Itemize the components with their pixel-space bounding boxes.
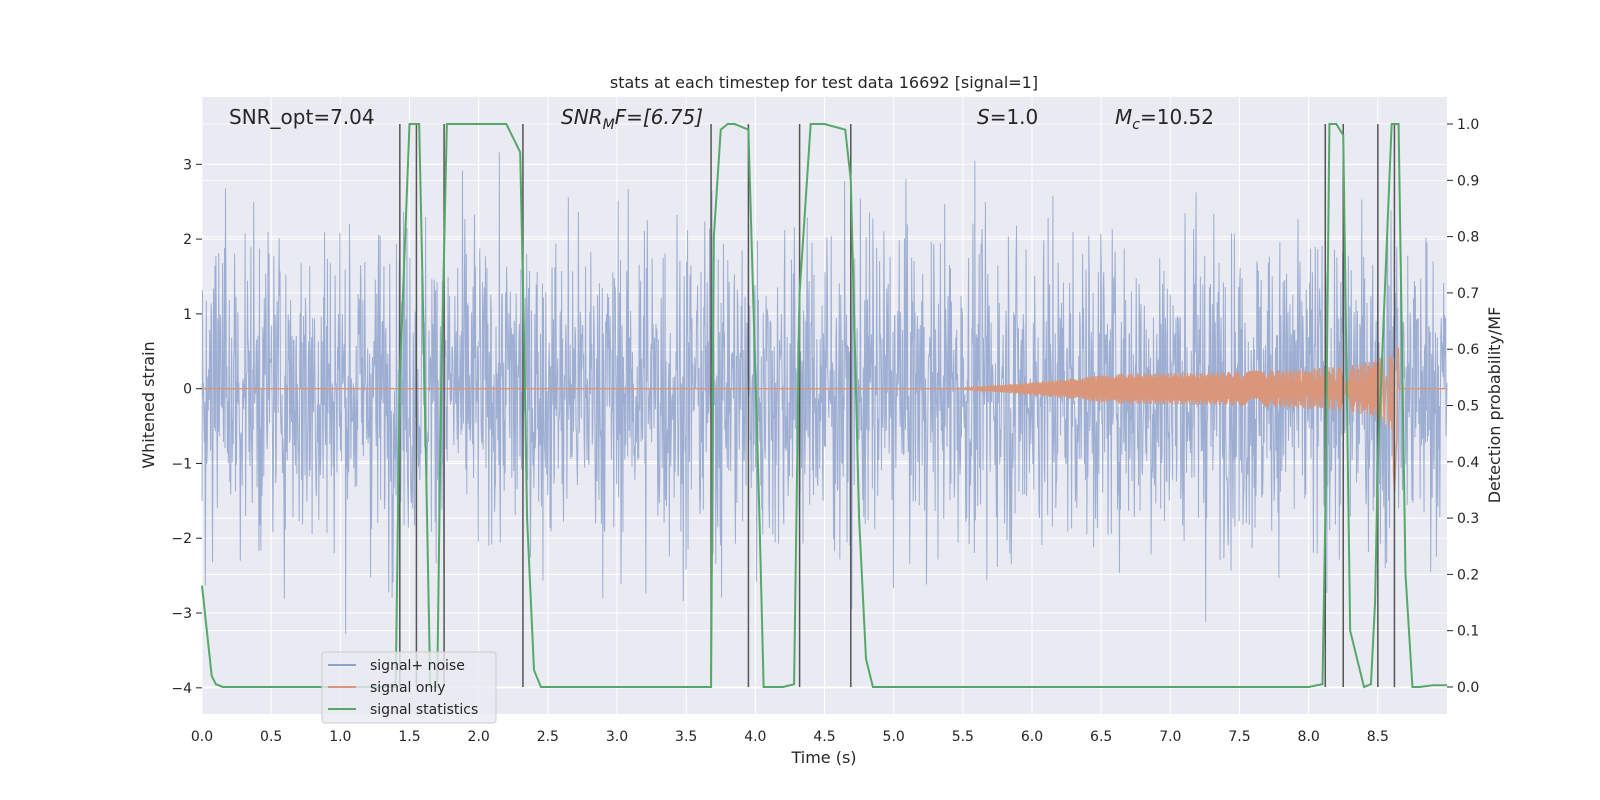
legend-label-stats: signal statistics [370,702,478,718]
statistics-series [201,123,1447,689]
y-axis-right-label: Detection probability/MF [1485,307,1504,504]
legend-label-signal: signal only [370,680,445,696]
y-right-tick-labels: 1.0 0.9 0.8 0.7 0.6 0.5 0.4 0.3 0.2 0.1 0.0 [1447,117,1479,696]
y-left-tick-label: −2 [171,531,192,547]
y-left-tick-label: −4 [171,681,192,697]
x-tick-label: 8.0 [1298,729,1320,745]
y-right-tick-label: 0.3 [1457,511,1479,527]
chirp-line [202,347,1447,494]
y-left-tick-label: 0 [183,382,192,398]
annotation-snr-mf-rest: F=[6.75] [615,105,703,129]
y-left-tick-label: 2 [183,232,192,248]
chart-title: stats at each timestep for test data 166… [610,73,1038,92]
y-right-tick-label: 0.8 [1457,230,1479,246]
x-tick-label: 4.0 [744,729,766,745]
legend: signal+ noise signal only signal statist… [321,651,497,724]
annotation-mc: Mc=10.52 [1115,105,1214,133]
x-axis-label: Time (s) [790,748,856,767]
x-tick-label: 1.5 [398,729,420,745]
y-right-tick-label: 0.7 [1457,286,1479,302]
x-tick-label: 6.0 [1021,729,1043,745]
y-axis-left-label: Whitened strain [139,341,158,468]
y-right-tick-label: 0.5 [1457,399,1479,415]
x-tick-label: 2.0 [468,729,490,745]
x-tick-label: 5.5 [952,729,974,745]
x-tick-label: 3.0 [606,729,628,745]
y-right-tick-label: 0.4 [1457,455,1479,471]
y-right-tick-label: 1.0 [1457,117,1479,133]
y-left-tick-label: −3 [171,606,192,622]
chirp-series [202,347,1447,494]
x-tick-label: 4.5 [813,729,835,745]
y-right-tick-label: 0.2 [1457,567,1479,583]
noise-line [201,152,1448,634]
annotation-snr-mf: SNRMF=[6.75] [561,105,703,133]
x-tick-labels: 0.0 0.5 1.0 1.5 2.0 2.5 3.0 3.5 4.0 4.5 5.0 5.5 6.0 6… [191,729,1389,745]
x-tick-label: 3.5 [675,729,697,745]
x-tick-label: 2.5 [537,729,559,745]
statistics-line [201,123,1447,689]
y-right-tick-label: 0.6 [1457,342,1479,358]
legend-box [321,651,497,724]
y-right-tick-label: 0.1 [1457,624,1479,640]
y-right-tick-label: 0.9 [1457,173,1479,189]
annotation-s: S=1.0 [977,105,1038,129]
legend-label-noise: signal+ noise [370,658,465,674]
annotation-snr-opt: SNR_opt=7.04 [229,105,375,129]
x-tick-label: 1.0 [329,729,351,745]
y-right-tick-label: 0.0 [1457,680,1479,696]
x-tick-label: 8.5 [1367,729,1389,745]
y-left-tick-label: 1 [183,307,192,323]
x-tick-label: 7.5 [1228,729,1250,745]
x-tick-label: 0.0 [191,729,213,745]
x-tick-label: 7.0 [1159,729,1181,745]
y-left-tick-label: −1 [171,456,192,472]
x-tick-label: 6.5 [1090,729,1112,745]
x-tick-label: 5.0 [883,729,905,745]
noise-series [201,152,1448,634]
y-left-tick-labels: 3 2 1 0 −1 −2 −3 −4 [171,157,202,697]
y-left-tick-label: 3 [183,157,192,173]
x-tick-label: 0.5 [260,729,282,745]
